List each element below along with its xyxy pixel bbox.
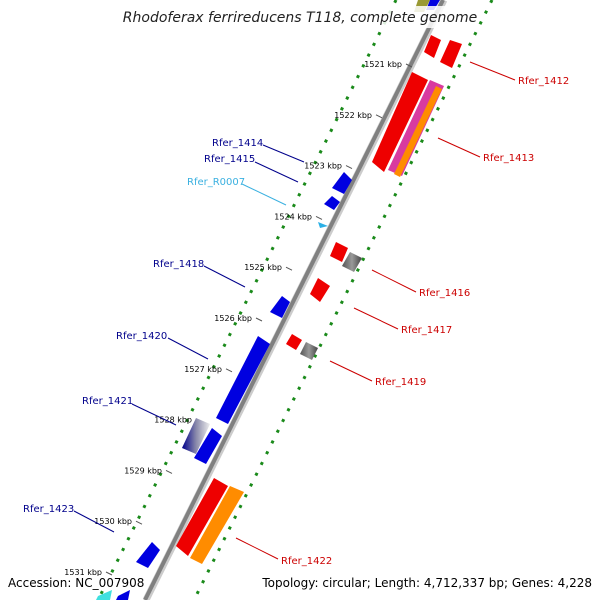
feature-rfer-1415[interactable]	[324, 196, 340, 210]
feature-rfer-1417[interactable]	[310, 278, 330, 302]
label-rfer-1413[interactable]: Rfer_1413	[483, 153, 534, 164]
leader-rfer-1420	[167, 337, 209, 360]
feature-rfer-1418[interactable]	[270, 296, 290, 318]
tick-mark	[285, 266, 293, 271]
forward-strand-features	[96, 0, 440, 600]
leader-rfer-1415	[254, 161, 299, 183]
leader-rfer-1422	[235, 537, 279, 560]
tick-mark	[375, 114, 383, 119]
feature-bottom-cyan	[96, 590, 112, 600]
tick-mark	[165, 469, 173, 474]
tick-label: 1524 kbp	[274, 212, 312, 221]
label-rfer-1420[interactable]: Rfer_1420	[116, 331, 167, 342]
label-rfer-1419[interactable]: Rfer_1419	[375, 377, 426, 388]
tick-mark	[255, 317, 263, 322]
tick-mark	[345, 165, 353, 170]
reverse-strand-features	[176, 35, 462, 564]
feature-rfer-1421b[interactable]	[194, 428, 222, 464]
feature-rfer-1416a[interactable]	[330, 242, 348, 262]
feature-rfer-1423[interactable]	[136, 542, 160, 568]
label-rfer-1414[interactable]: Rfer_1414	[212, 138, 263, 149]
label-rfer-1422[interactable]: Rfer_1422	[281, 556, 332, 567]
feature-rfer-1413-stripe-orange[interactable]	[394, 86, 442, 177]
feature-bottom-blue	[116, 590, 130, 600]
leader-rfer-1414	[262, 144, 305, 163]
tick-label: 1531 kbp	[64, 568, 102, 577]
tick-label-layer: 1521 kbp 1522 kbp 1523 kbp 1524 kbp 1525 kbp…	[64, 60, 402, 577]
tick-mark	[225, 368, 233, 373]
feature-rfer-1419a[interactable]	[286, 334, 302, 350]
leader-rfer-1423	[73, 510, 115, 533]
leader-rfer-1416	[371, 269, 417, 293]
tick-label: 1521 kbp	[364, 60, 402, 69]
feature-labels: Rfer_1412 Rfer_1413 Rfer_1414 Rfer_1415 …	[23, 61, 569, 567]
label-rfer-1421[interactable]: Rfer_1421	[82, 396, 133, 407]
feature-rfer-1420[interactable]	[216, 336, 270, 424]
label-rfer-1418[interactable]: Rfer_1418	[153, 259, 204, 270]
label-rfer-1417[interactable]: Rfer_1417	[401, 325, 452, 336]
label-rfer-1416[interactable]: Rfer_1416	[419, 288, 470, 299]
tick-label: 1523 kbp	[304, 162, 342, 171]
label-rfer-r0007[interactable]: Rfer_R0007	[187, 177, 245, 188]
tick-label: 1529 kbp	[124, 466, 162, 475]
leader-rfer-1413	[437, 137, 481, 158]
feature-rfer-1413[interactable]	[372, 72, 428, 172]
feature-rfer-1416b[interactable]	[342, 252, 362, 272]
tick-label: 1522 kbp	[334, 111, 372, 120]
leader-rfer-1418	[203, 265, 246, 288]
leader-rfer-1421	[131, 403, 177, 426]
leader-rfer-1417	[353, 307, 399, 330]
gc-track-outer	[192, 0, 494, 600]
topology-text: Topology: circular; Length: 4,712,337 bp…	[262, 576, 592, 590]
leader-rfer-r0007	[241, 183, 287, 206]
tick-label: 1527 kbp	[184, 365, 222, 374]
leader-rfer-1419	[329, 360, 373, 382]
map-title: Rhodoferax ferrireducens T118, complete …	[123, 10, 477, 26]
feature-rfer-1419b[interactable]	[300, 342, 318, 360]
feature-rfer-1414[interactable]	[332, 172, 352, 194]
tick-mark	[105, 571, 113, 576]
tick-label: 1525 kbp	[244, 263, 282, 272]
tick-label: 1526 kbp	[214, 314, 252, 323]
feature-rfer-1421a[interactable]	[182, 418, 210, 454]
accession-text: Accession: NC_007908	[8, 576, 145, 590]
label-rfer-1423[interactable]: Rfer_1423	[23, 504, 74, 515]
backbone	[143, 0, 445, 600]
feature-rfer-1412a[interactable]	[424, 35, 441, 58]
feature-rfer-1422[interactable]	[176, 478, 228, 556]
tick-mark	[405, 63, 413, 68]
title-backdrop	[118, 6, 478, 28]
label-rfer-1415[interactable]: Rfer_1415	[204, 154, 255, 165]
tick-mark	[135, 520, 143, 525]
feature-rfer-r0007[interactable]	[318, 222, 328, 228]
tick-label: 1528 kbp	[154, 416, 192, 425]
leader-rfer-1412	[469, 61, 516, 81]
tick-mark	[315, 215, 323, 220]
label-rfer-1412[interactable]: Rfer_1412	[518, 76, 569, 87]
gc-track-inner	[96, 0, 398, 600]
tick-label: 1530 kbp	[94, 517, 132, 526]
feature-rfer-1422-orange[interactable]	[190, 486, 244, 564]
feature-rfer-1412b[interactable]	[440, 40, 462, 68]
